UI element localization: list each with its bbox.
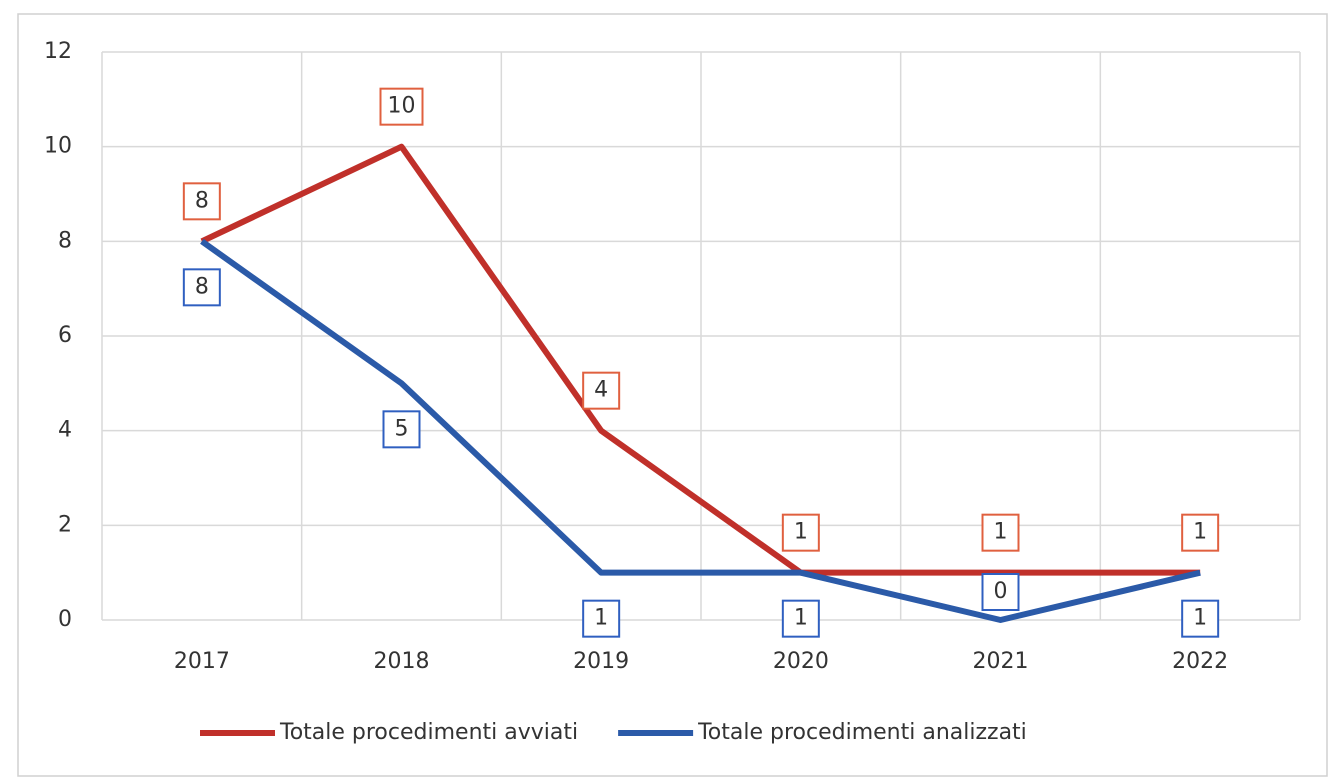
y-tick-label: 2: [58, 512, 72, 537]
data-label: 8: [195, 188, 209, 213]
data-label: 5: [395, 416, 409, 441]
data-label-box: [382, 410, 421, 449]
series-line: [200, 143, 1201, 576]
legend-label: Totale procedimenti avviati: [279, 720, 578, 745]
data-label-box: [781, 599, 820, 638]
data-label: 1: [1193, 520, 1207, 545]
chart-frame: [17, 13, 1328, 777]
data-label: 8: [195, 274, 209, 299]
data-label: 1: [794, 520, 808, 545]
data-label: 10: [388, 94, 416, 119]
x-tick-label: 2020: [773, 649, 829, 674]
data-label: 4: [594, 378, 608, 403]
y-tick-label: 10: [44, 134, 72, 159]
data-label-box: [182, 268, 221, 307]
data-label: 0: [994, 579, 1008, 604]
y-tick-label: 12: [44, 39, 72, 64]
data-label-box: [582, 371, 621, 410]
data-label-box: [981, 573, 1020, 611]
data-label-box: [182, 182, 221, 221]
x-tick-label: 2018: [374, 649, 430, 674]
data-label-box: [379, 87, 424, 126]
y-tick-label: 6: [58, 323, 72, 348]
x-tick-label: 2019: [573, 649, 629, 674]
data-label: 1: [1193, 606, 1207, 631]
data-label-box: [1181, 513, 1220, 552]
data-label-box: [781, 513, 820, 552]
data-label-box: [981, 513, 1020, 552]
data-label-box: [1181, 599, 1220, 638]
data-label-box: [582, 599, 621, 638]
x-tick-label: 2021: [973, 649, 1029, 674]
data-label: 1: [994, 520, 1008, 545]
x-tick-label: 2022: [1172, 649, 1228, 674]
data-label: 1: [794, 606, 808, 631]
legend-label: Totale procedimenti analizzati: [697, 720, 1027, 745]
y-tick-label: 0: [58, 607, 72, 632]
data-label: 1: [594, 606, 608, 631]
x-tick-label: 2017: [174, 649, 230, 674]
y-tick-label: 4: [58, 418, 72, 443]
series-line: [200, 238, 1201, 623]
y-tick-label: 8: [58, 228, 72, 253]
